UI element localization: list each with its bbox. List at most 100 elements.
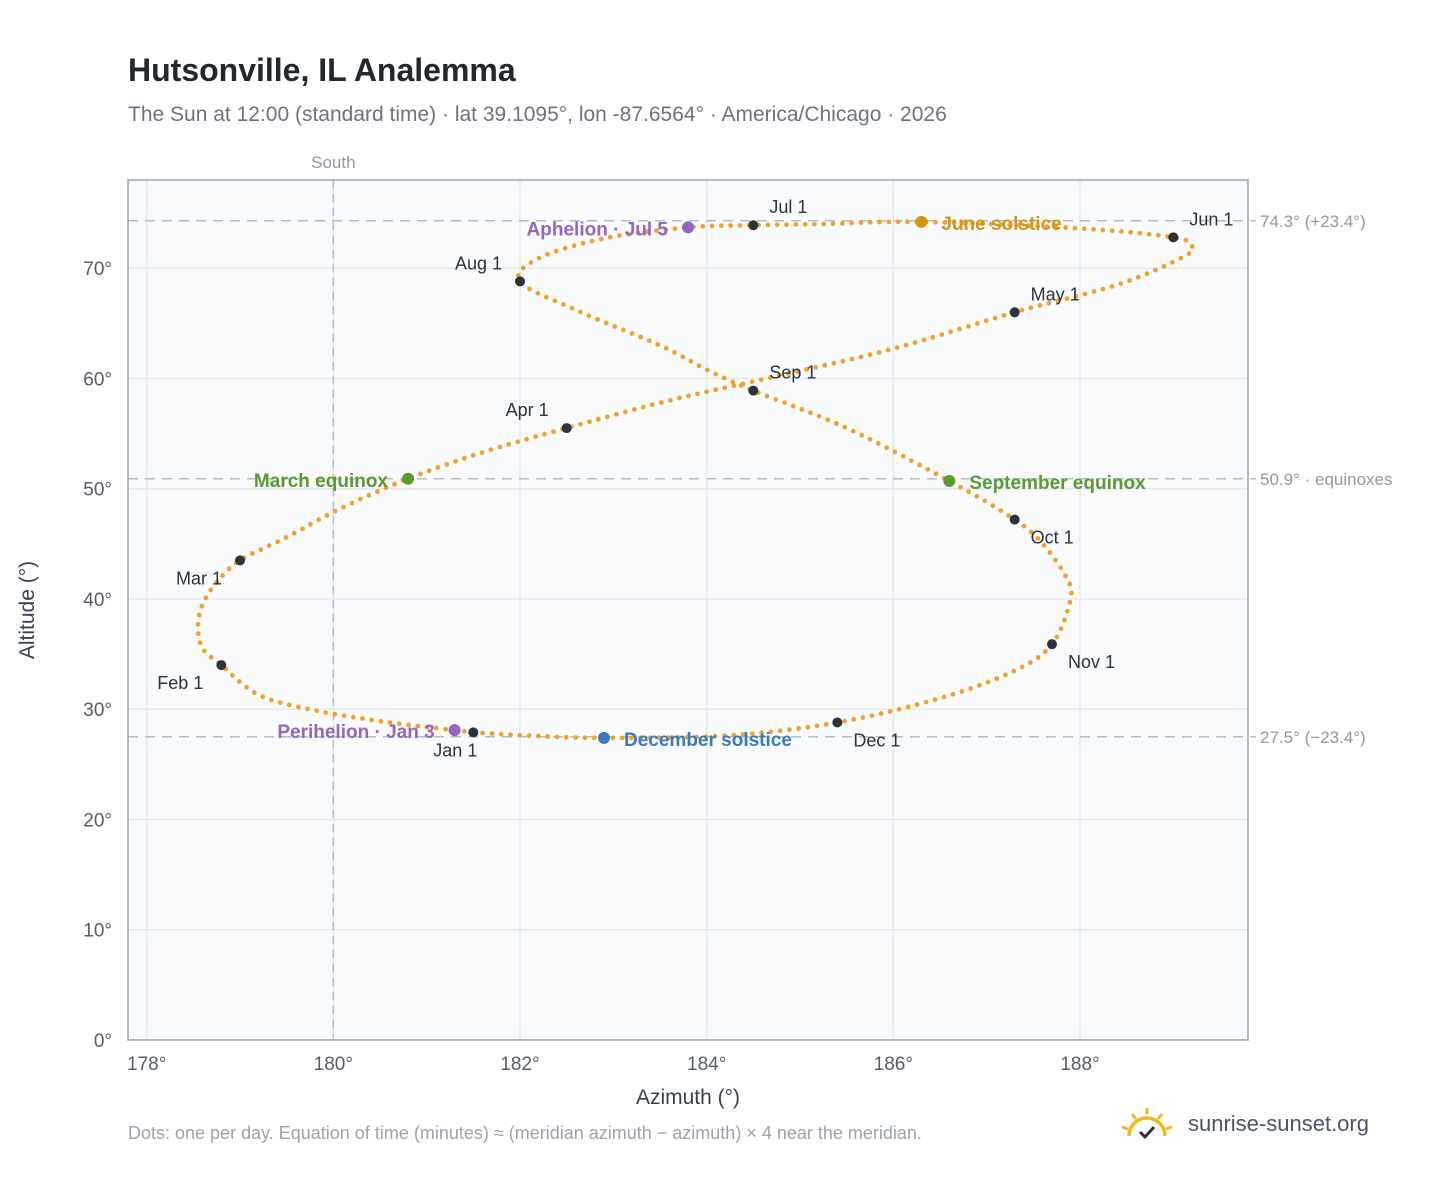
daily-dot — [291, 530, 297, 536]
daily-dot — [709, 223, 715, 229]
daily-dot — [654, 228, 659, 233]
daily-dot — [704, 367, 710, 373]
daily-dot — [470, 453, 476, 458]
daily-dot — [970, 220, 976, 226]
daily-dot — [858, 220, 864, 226]
daily-dot — [1019, 664, 1025, 670]
daily-dot — [932, 697, 938, 703]
daily-dot — [867, 352, 873, 358]
daily-dot — [358, 496, 363, 502]
daily-dot — [765, 222, 771, 228]
daily-dot — [663, 227, 669, 232]
daily-dot — [1002, 672, 1008, 678]
daily-dot — [300, 526, 305, 532]
daily-dot — [796, 726, 802, 731]
daily-dot — [489, 731, 495, 736]
daily-dot — [536, 255, 542, 261]
daily-dot — [905, 219, 910, 225]
daily-dot — [629, 735, 634, 741]
daily-dot — [589, 238, 595, 244]
daily-dot — [640, 404, 646, 410]
x-tick-label: 188° — [1060, 1054, 1099, 1075]
daily-dot — [974, 321, 980, 326]
daily-dot — [823, 721, 829, 727]
daily-dot — [580, 240, 586, 246]
daily-dot — [849, 356, 855, 362]
daily-dot — [617, 233, 622, 238]
month-marker-label: Aug 1 — [455, 253, 502, 273]
daily-dot — [631, 407, 637, 412]
event-marker — [598, 731, 610, 744]
daily-dot — [1067, 581, 1073, 587]
daily-dot — [220, 573, 225, 578]
month-marker — [561, 423, 572, 434]
event-marker — [915, 215, 928, 228]
daily-dot — [738, 383, 744, 388]
daily-dot — [1128, 229, 1134, 235]
daily-dot — [1011, 668, 1017, 674]
daily-dot — [283, 535, 289, 540]
reference-lines: South 74.3° (+23.4°) 50.9° · equinoxes 27.5… — [128, 153, 1393, 1040]
daily-dot — [479, 450, 485, 455]
reference-label: 74.3° (+23.4°) — [1260, 212, 1366, 231]
daily-dot — [646, 338, 652, 344]
daily-dot — [894, 345, 900, 351]
daily-dot — [684, 734, 690, 740]
daily-dot — [992, 315, 998, 321]
daily-dot — [196, 612, 202, 618]
daily-dot — [988, 221, 994, 227]
daily-dot — [686, 393, 691, 399]
daily-dot — [621, 327, 626, 333]
daily-dot — [740, 731, 746, 737]
daily-dot — [777, 728, 783, 734]
daily-dot — [977, 682, 982, 688]
y-tick-label: 10° — [83, 921, 112, 942]
daily-dot — [506, 441, 512, 447]
daily-dot — [369, 717, 375, 723]
daily-dot — [737, 223, 743, 228]
daily-dot — [396, 721, 402, 727]
daily-dot — [656, 735, 662, 741]
y-tick-label: 70° — [83, 259, 112, 280]
daily-dot — [713, 371, 719, 377]
daily-dot — [444, 461, 450, 467]
daily-dot — [1001, 313, 1007, 318]
daily-dot — [1073, 293, 1079, 299]
daily-dot — [912, 340, 918, 345]
daily-dot — [892, 449, 898, 455]
daily-dot — [696, 363, 702, 369]
daily-dot — [786, 371, 791, 376]
daily-dot — [527, 286, 533, 292]
daily-dot — [251, 690, 257, 695]
month-marker — [748, 385, 759, 396]
daily-dot — [295, 704, 301, 710]
daily-dot — [260, 694, 266, 700]
daily-dot — [360, 716, 365, 721]
daily-dot — [305, 706, 310, 712]
daily-dot — [867, 436, 873, 442]
daily-dot — [622, 409, 628, 415]
daily-dot — [226, 566, 232, 572]
y-axis-label: Altitude (°) — [16, 561, 39, 659]
daily-dot — [1186, 251, 1192, 257]
month-marker — [468, 727, 479, 738]
daily-dot — [933, 471, 939, 477]
month-marker — [515, 276, 525, 287]
daily-dot — [966, 489, 972, 495]
daily-dot — [535, 290, 541, 296]
daily-dot — [703, 734, 709, 740]
daily-dot — [1183, 237, 1189, 243]
daily-dot — [552, 298, 558, 304]
daily-dot — [230, 672, 235, 678]
daily-dot — [712, 733, 718, 739]
daily-dot — [316, 517, 322, 523]
daily-dot — [694, 734, 700, 740]
x-tick-label: 184° — [687, 1054, 726, 1075]
daily-dot — [554, 734, 560, 740]
daily-dot — [199, 603, 205, 609]
daily-dot — [731, 732, 737, 738]
month-marker-label: May 1 — [1031, 284, 1080, 304]
daily-dot — [604, 414, 610, 420]
brand[interactable]: sunrise-sunset.org — [1120, 1104, 1369, 1144]
daily-dot — [851, 717, 857, 722]
